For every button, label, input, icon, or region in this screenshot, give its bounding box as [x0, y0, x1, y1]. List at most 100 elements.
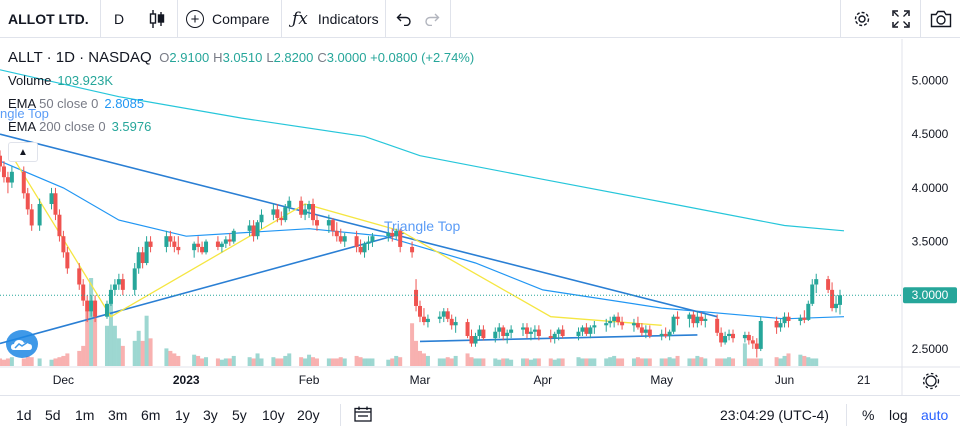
time-tick-label: Dec [53, 373, 74, 387]
candle-body [699, 316, 704, 321]
range-button-10y[interactable]: 10y [262, 407, 285, 423]
candle-body [85, 300, 90, 312]
volume-bar [196, 355, 201, 366]
ema50-value: 2.8085 [104, 96, 145, 111]
volume-bar [469, 357, 474, 366]
candle-body [275, 209, 280, 218]
candle-body [746, 334, 751, 341]
undo-button[interactable] [396, 0, 412, 38]
volume-bar [509, 359, 514, 366]
volume-bar [314, 358, 319, 366]
candle-body [192, 243, 197, 251]
candle-body [89, 300, 94, 312]
ema50-legend[interactable]: EMA 50 close 0 2.8085 [8, 92, 474, 115]
indicators-button[interactable]: ƒx Indicators [292, 0, 379, 38]
candle-body [477, 329, 482, 337]
candle-body [497, 327, 502, 332]
candle-body [5, 177, 10, 183]
settings-icon [854, 11, 870, 27]
range-button-3m[interactable]: 3m [108, 407, 128, 423]
timezone-clock[interactable]: 23:04:29 (UTC-4) [720, 407, 829, 423]
volume-bar [299, 357, 304, 366]
candle-body [691, 314, 696, 324]
candle-body [53, 193, 58, 215]
candle-body [441, 311, 446, 317]
volume-label: Volume [8, 73, 52, 88]
ohlc-key: O [159, 50, 170, 65]
range-button-6m[interactable]: 6m [141, 407, 161, 423]
symbol-search-button[interactable]: ALLOT LTD. [8, 11, 89, 27]
candle-body [493, 331, 498, 339]
interval-button[interactable]: D [114, 11, 125, 27]
candle-body [418, 305, 422, 317]
trendline[interactable] [0, 133, 718, 318]
range-button-5d[interactable]: 5d [45, 407, 61, 423]
fullscreen-icon [892, 10, 910, 28]
candle-body [136, 252, 141, 269]
calendar-icon[interactable] [354, 406, 372, 422]
axis-settings-button[interactable] [922, 372, 940, 390]
compare-button[interactable]: + Compare [186, 0, 270, 38]
trendline[interactable] [0, 232, 405, 345]
tradingview-logo[interactable] [6, 330, 38, 358]
range-button-3y[interactable]: 3y [203, 407, 218, 423]
ema200-legend[interactable]: EMA 200 close 0 3.5976 [8, 115, 474, 138]
volume-bar [77, 350, 82, 366]
log-scale-button[interactable]: log [889, 407, 908, 423]
volume-bar [421, 353, 426, 366]
fullscreen-button[interactable] [892, 0, 910, 38]
legend-collapse-button[interactable]: ▲ [8, 142, 38, 162]
candle-body [204, 241, 209, 253]
volume-bar [390, 358, 395, 366]
candle-body [449, 318, 454, 326]
volume-bar [802, 355, 807, 366]
range-button-1y[interactable]: 1y [175, 407, 190, 423]
volume-legend[interactable]: Volume 103.923K [8, 69, 474, 92]
range-button-20y[interactable]: 20y [297, 407, 320, 423]
snapshot-button[interactable] [930, 0, 952, 38]
volume-bar [255, 353, 260, 366]
volume-bar [758, 358, 763, 366]
candle-body [469, 336, 474, 344]
candle-body [362, 243, 367, 253]
chart-type-button[interactable] [148, 0, 166, 38]
candle-body [647, 329, 652, 337]
volume-bar [410, 323, 415, 366]
ema50-path [0, 160, 845, 320]
plus-circle-icon: + [186, 10, 204, 28]
percent-scale-button[interactable]: % [862, 407, 875, 423]
candle-body [148, 241, 153, 247]
volume-bar [334, 358, 339, 366]
candle-body [112, 284, 117, 290]
range-button-1d[interactable]: 1d [16, 407, 32, 423]
toolbar-divider [100, 0, 101, 38]
range-button-5y[interactable]: 5y [232, 407, 247, 423]
volume-bar [612, 355, 617, 366]
volume-bar [592, 358, 597, 366]
candle-body [727, 333, 732, 337]
volume-bar [0, 358, 2, 366]
volume-bar [723, 358, 728, 366]
candle-body [501, 327, 506, 337]
candle-body [215, 241, 220, 247]
auto-scale-button[interactable]: auto [921, 407, 949, 423]
time-axis[interactable]: Dec 2023 Feb Mar Apr May Jun 21 [53, 373, 871, 387]
volume-bar [414, 340, 419, 366]
volume-bar [576, 357, 581, 366]
volume-bar [132, 340, 137, 366]
pattern-zigzag[interactable] [11, 155, 662, 326]
price-axis[interactable]: 5.0000 4.5000 4.0000 3.5000 2.5000 [912, 74, 949, 356]
volume-bar [746, 358, 751, 366]
candle-body [354, 236, 359, 247]
zigzag-path[interactable] [11, 155, 662, 326]
candle-body [299, 200, 304, 215]
symbol-title: ALLT · 1D · NASDAQ [8, 49, 152, 66]
price-chart[interactable]: ngle Top Triangle Top 5.0000 4.5000 4.0000… [0, 39, 960, 395]
pattern-label-triangle-top: Triangle Top [384, 218, 460, 234]
settings-button[interactable] [852, 0, 872, 38]
redo-button[interactable] [424, 0, 440, 38]
candle-body [196, 243, 201, 247]
range-button-1m[interactable]: 1m [75, 407, 95, 423]
candle-body [120, 279, 125, 290]
candle-body [778, 323, 783, 328]
